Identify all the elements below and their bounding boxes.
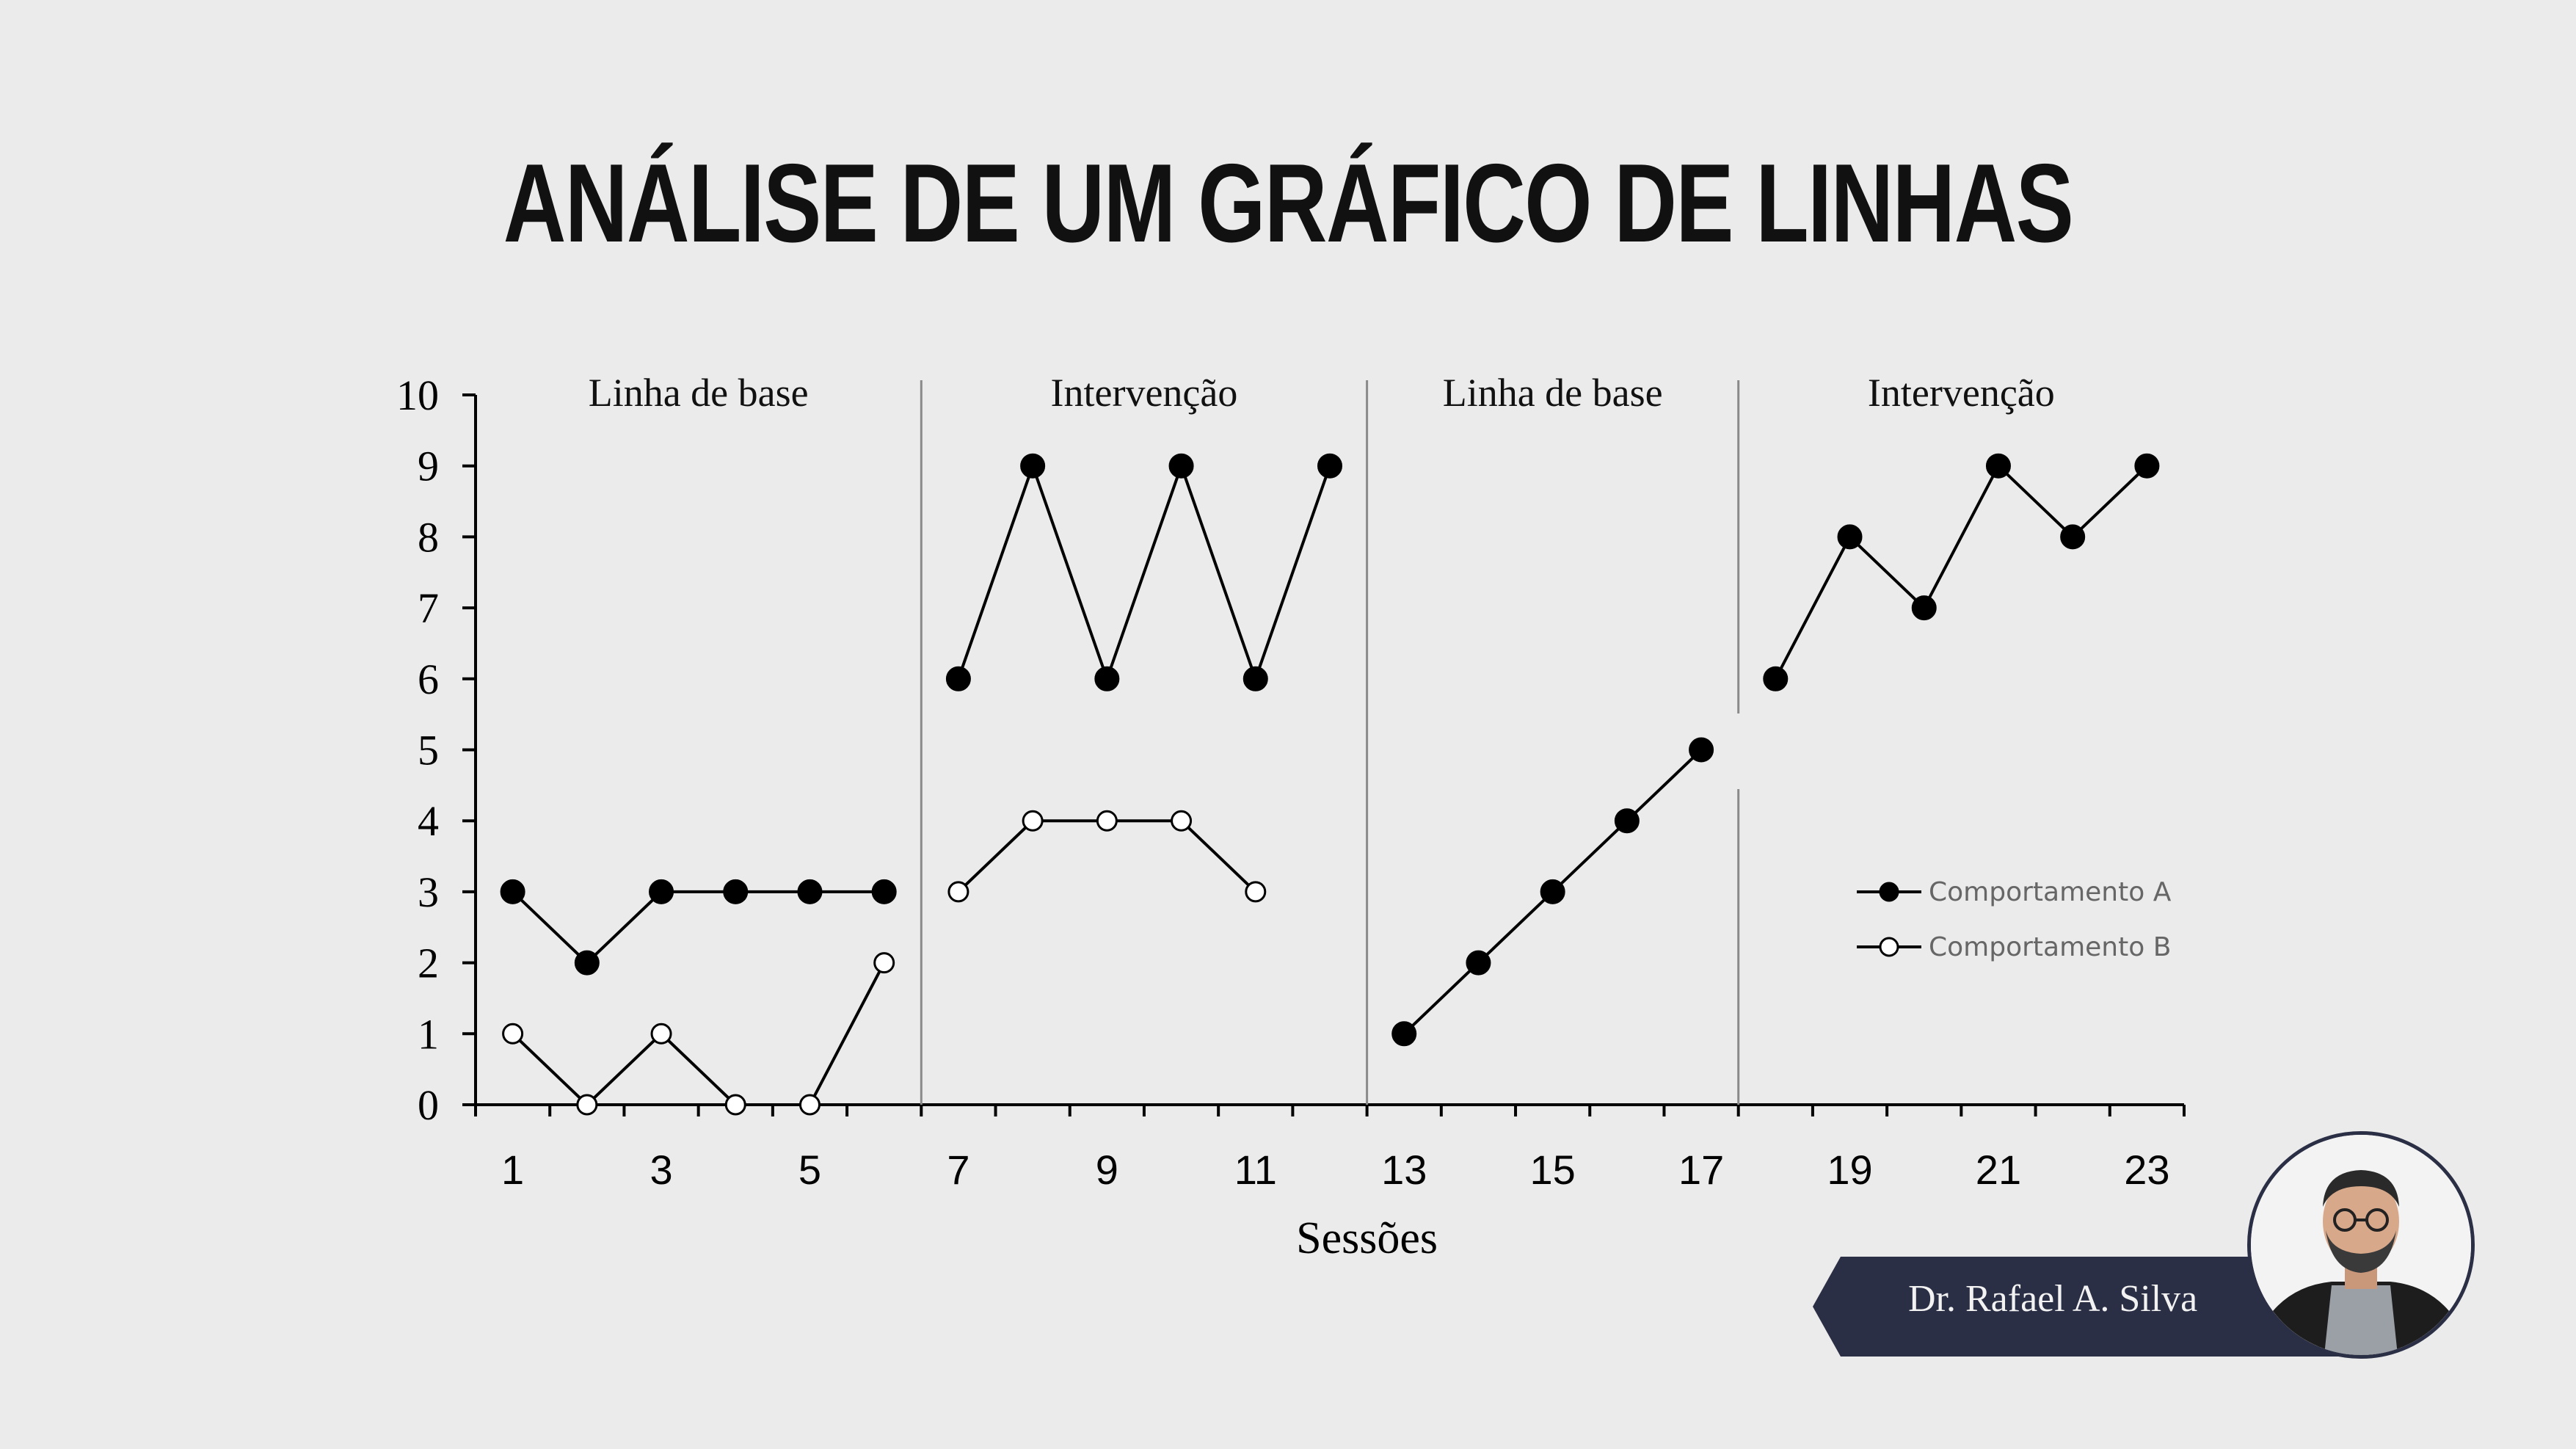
data-point-a (2060, 524, 2086, 550)
data-point-b (650, 1023, 672, 1045)
y-tick-label: 3 (418, 868, 439, 916)
legend-label: Comportamento B (1929, 932, 2171, 962)
y-tick-label: 7 (418, 584, 439, 632)
y-tick-label: 8 (418, 513, 439, 561)
y-tick-label: 6 (418, 656, 439, 703)
series-line (512, 890, 884, 965)
data-point-b (724, 1094, 746, 1116)
x-tick-label: 1 (501, 1147, 524, 1193)
series-line (957, 461, 1331, 683)
author-name: Dr. Rafael A. Silva (1908, 1278, 2198, 1320)
data-point-b (947, 881, 969, 903)
data-point-b (1022, 810, 1044, 832)
data-point-a (1985, 453, 2011, 479)
data-point-a (797, 879, 823, 904)
phase-label: Intervenção (1051, 371, 1238, 415)
data-point-a (1168, 453, 1194, 479)
data-point-b (798, 1094, 821, 1116)
data-point-b (576, 1094, 598, 1116)
data-point-a (1689, 737, 1714, 763)
y-tick-label: 1 (418, 1010, 439, 1058)
legend-label: Comportamento A (1929, 877, 2172, 907)
data-point-a (1317, 453, 1342, 479)
data-point-a (2134, 453, 2160, 479)
data-point-a (1837, 524, 1863, 550)
y-tick-label: 0 (418, 1081, 439, 1129)
data-point-b (873, 952, 895, 974)
data-point-a (574, 950, 600, 976)
series-line (1774, 463, 2148, 680)
data-point-b (502, 1023, 524, 1045)
author-avatar (2247, 1131, 2475, 1359)
data-point-a (649, 879, 674, 904)
y-tick-label: 2 (418, 940, 439, 987)
data-point-b (1245, 881, 1267, 903)
x-tick-label: 11 (1234, 1147, 1277, 1193)
phase-label: Linha de base (589, 371, 809, 415)
x-tick-label: 15 (1530, 1147, 1576, 1193)
legend-marker (1879, 882, 1899, 902)
data-point-a (871, 879, 897, 904)
data-point-b (1171, 810, 1193, 832)
y-tick-label: 10 (396, 371, 439, 419)
series-line (957, 819, 1257, 893)
series-line (512, 962, 886, 1107)
data-point-a (1094, 666, 1120, 691)
data-point-a (1466, 950, 1491, 976)
page-title: ANÁLISE DE UM GRÁFICO DE LINHAS (503, 141, 2074, 266)
x-tick-label: 21 (1976, 1147, 2021, 1193)
phase-label: Linha de base (1443, 371, 1663, 415)
data-point-a (1242, 666, 1268, 691)
x-axis-label: Sessões (1296, 1213, 1438, 1263)
x-tick-label: 19 (1827, 1147, 1872, 1193)
data-point-a (1911, 595, 1937, 621)
x-tick-label: 9 (1096, 1147, 1118, 1193)
y-tick-label: 9 (418, 443, 439, 490)
x-tick-label: 17 (1678, 1147, 1724, 1193)
data-point-a (723, 879, 749, 904)
x-tick-label: 7 (947, 1147, 969, 1193)
data-point-a (1614, 808, 1640, 834)
data-point-a (1020, 453, 1046, 479)
data-point-a (1540, 879, 1565, 904)
x-tick-label: 13 (1381, 1147, 1427, 1193)
y-tick-label: 4 (418, 797, 439, 845)
x-tick-label: 3 (650, 1147, 672, 1193)
data-point-a (500, 879, 525, 904)
data-point-b (1096, 810, 1118, 832)
y-tick-label: 5 (418, 727, 439, 774)
x-tick-label: 5 (798, 1147, 821, 1193)
x-tick-label: 23 (2124, 1147, 2169, 1193)
data-point-a (945, 666, 971, 691)
data-point-a (1763, 666, 1789, 691)
legend-marker (1879, 937, 1899, 957)
data-point-a (1391, 1021, 1417, 1047)
phase-label: Intervenção (1868, 371, 2055, 415)
